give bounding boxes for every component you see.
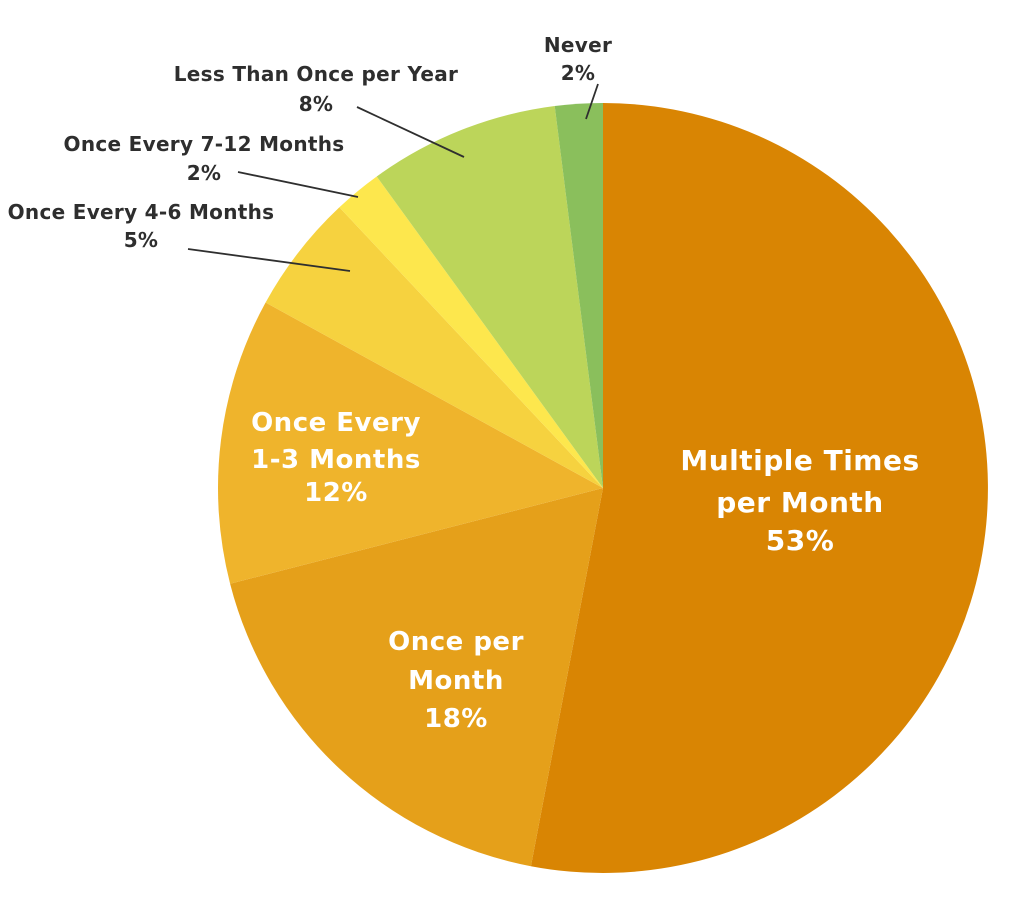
pie-label-once-every-7-12-months: Once Every 7-12 Months 2% bbox=[64, 132, 345, 185]
pie-slice-multiple-times-per-month bbox=[530, 103, 988, 873]
slice-percent-text: 2% bbox=[187, 161, 222, 185]
pie-slice-once-per-month bbox=[230, 488, 603, 867]
pie-label-once-every-4-6-months: Once Every 4-6 Months 5% bbox=[8, 200, 275, 252]
slice-label-text: Once Every bbox=[251, 408, 421, 438]
leader-line-once-every-7-12-months bbox=[237, 171, 359, 198]
pie-slice-once-every-7-12-months bbox=[339, 176, 603, 488]
slice-label-text: Less Than Once per Year bbox=[174, 62, 458, 86]
pie-label-multiple-times-per-month: Multiple Times per Month 53% bbox=[680, 444, 919, 557]
pie-slices-group bbox=[217, 102, 988, 873]
slice-label-text: Once Every 7-12 Months bbox=[64, 132, 345, 156]
pie-label-once-per-month: Once per Month 18% bbox=[388, 627, 524, 734]
slice-label-text: per Month bbox=[716, 486, 883, 519]
leader-line-never bbox=[585, 83, 599, 120]
slice-label-text: 1-3 Months bbox=[251, 445, 421, 475]
leader-lines-group bbox=[187, 83, 599, 272]
pie-slice-once-every-1-3-months bbox=[217, 302, 603, 584]
pie-label-less-than-once-per-year: Less Than Once per Year 8% bbox=[174, 62, 458, 116]
slice-labels-group: Multiple Times per Month 53% Once per Month 1… bbox=[8, 33, 920, 734]
slice-percent-text: 5% bbox=[124, 228, 159, 252]
pie-slice-never bbox=[554, 102, 603, 489]
pie-label-never: Never 2% bbox=[544, 33, 612, 85]
slice-percent-text: 2% bbox=[561, 61, 596, 85]
pie-slice-less-than-once-per-year bbox=[376, 106, 603, 488]
slice-label-text: Month bbox=[408, 666, 504, 696]
slice-percent-text: 8% bbox=[299, 92, 334, 116]
pie-slice-once-every-4-6-months bbox=[265, 207, 603, 489]
slice-percent-text: 18% bbox=[424, 704, 488, 734]
slice-label-text: Never bbox=[544, 33, 612, 57]
slice-percent-text: 12% bbox=[304, 478, 368, 508]
slice-label-text: Once per bbox=[388, 627, 524, 657]
slice-label-text: Once Every 4-6 Months bbox=[8, 200, 275, 224]
slice-label-text: Multiple Times bbox=[680, 444, 919, 477]
leader-line-once-every-4-6-months bbox=[187, 248, 351, 272]
leader-line-less-than-once-per-year bbox=[356, 106, 465, 158]
slice-percent-text: 53% bbox=[766, 524, 835, 557]
